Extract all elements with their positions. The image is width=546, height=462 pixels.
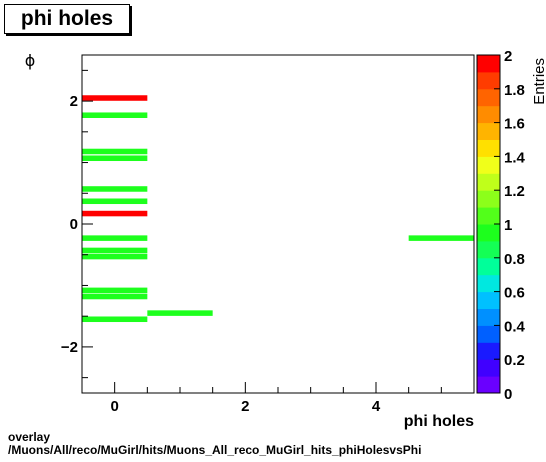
heatmap-cell-9 xyxy=(82,253,148,260)
colorbar-segment xyxy=(477,207,500,225)
colorbar-label: Entries xyxy=(531,58,546,105)
colorbar-segment xyxy=(477,376,500,394)
colorbar-segment xyxy=(477,274,500,293)
colorbar-segment xyxy=(477,122,500,140)
heatmap-cell-12 xyxy=(82,316,148,323)
colorbar-segment xyxy=(477,88,500,107)
colorbar-segment xyxy=(477,308,500,326)
colorbar-segment xyxy=(477,257,500,276)
heatmap-cell-1 xyxy=(82,112,148,118)
colorbar-tick-label: 0.6 xyxy=(504,285,525,302)
heatmap-cell-7 xyxy=(82,235,148,241)
colorbar-segment xyxy=(477,325,500,343)
heatmap-cell-8 xyxy=(82,247,148,254)
colorbar-segment xyxy=(477,291,500,309)
colorbar-segment xyxy=(477,105,500,124)
colorbar-tick-label: 1.4 xyxy=(504,149,526,166)
colorbar-segment xyxy=(477,55,500,73)
plot-frame xyxy=(81,54,475,394)
footer-line-1: overlay xyxy=(8,430,51,444)
colorbar-tick-label: 1 xyxy=(504,217,512,234)
heatmap-cell-5 xyxy=(82,198,148,205)
colorbar-tick-label: 0.8 xyxy=(504,251,525,268)
x-tick-label: 0 xyxy=(110,398,118,415)
y-tick-label: 2 xyxy=(70,93,78,110)
footer-caption: overlay /Muons/All/reco/MuGirl/hits/Muon… xyxy=(8,431,421,457)
colorbar-segment xyxy=(477,359,500,377)
chart-title: phi holes xyxy=(20,7,114,30)
colorbar-segment xyxy=(477,139,500,157)
heatmap-cell-11 xyxy=(82,293,148,300)
y-axis-label: ϕ xyxy=(25,51,36,70)
colorbar-tick-label: 1.8 xyxy=(504,82,525,99)
colorbar-tick-label: 1.6 xyxy=(504,116,525,133)
colorbar-segment xyxy=(477,156,500,174)
colorbar-tick-label: 0.2 xyxy=(504,352,525,369)
footer-line-2: /Muons/All/reco/MuGirl/hits/Muons_All_re… xyxy=(8,443,422,457)
colorbar-segment xyxy=(477,224,500,242)
colorbar-segment xyxy=(477,71,500,90)
colorbar-tick-label: 1.2 xyxy=(504,183,525,200)
y-tick-label: −2 xyxy=(61,339,78,356)
heatmap-cell-14 xyxy=(408,235,474,241)
title-box: phi holes xyxy=(4,4,130,34)
colorbar-tick-label: 0 xyxy=(504,386,512,403)
x-tick-label: 4 xyxy=(372,398,381,415)
colorbar-tick-label: 0.4 xyxy=(504,318,526,335)
heatmap-cell-4 xyxy=(82,186,148,192)
heatmap-cell-2 xyxy=(82,148,148,155)
x-tick-label: 2 xyxy=(241,398,249,415)
colorbar-segment xyxy=(477,342,500,360)
heatmap-cell-10 xyxy=(82,287,148,294)
heatmap-cell-13 xyxy=(147,310,213,316)
y-tick-label: 0 xyxy=(70,216,78,233)
colorbar-segment xyxy=(477,190,500,208)
heatmap-cell-0 xyxy=(82,95,148,101)
heatmap-cell-3 xyxy=(82,155,148,162)
colorbar-segment xyxy=(477,240,500,259)
colorbar-tick-label: 2 xyxy=(504,48,512,65)
x-axis-label: phi holes xyxy=(404,413,474,430)
colorbar-segment xyxy=(477,173,500,191)
heatmap-cell-6 xyxy=(82,210,148,217)
